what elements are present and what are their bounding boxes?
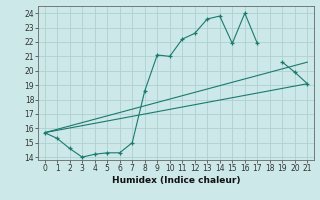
X-axis label: Humidex (Indice chaleur): Humidex (Indice chaleur)	[112, 176, 240, 185]
